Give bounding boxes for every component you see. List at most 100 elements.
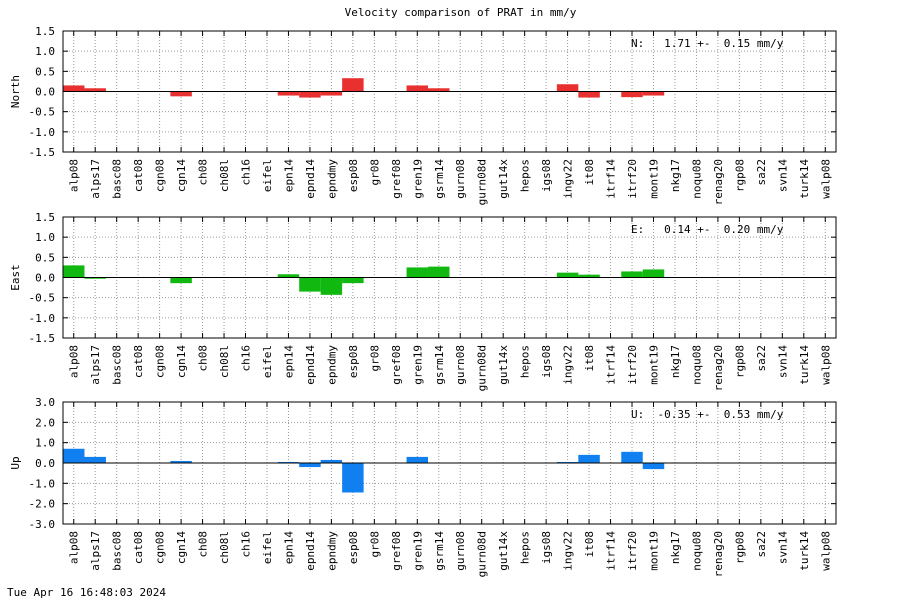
x-tick-label-mont19: mont19 (647, 159, 660, 199)
x-tick-label-epn14: epn14 (282, 345, 295, 378)
x-tick-label-epnd14: epnd14 (304, 159, 317, 199)
x-tick-label-ch16: ch16 (240, 159, 253, 186)
x-tick-label-gurn08: gurn08 (454, 159, 467, 199)
x-tick-label-esp08: esp08 (347, 531, 360, 564)
x-tick-label-walp08: walp08 (819, 345, 832, 385)
x-tick-label-mont19: mont19 (647, 345, 660, 385)
bar-cgn14 (170, 460, 192, 463)
x-tick-label-eifel: eifel (261, 345, 274, 378)
x-tick-label-walp08: walp08 (819, 531, 832, 571)
x-tick-label-noqu08: noqu08 (690, 531, 703, 571)
x-tick-label-esp08: esp08 (347, 345, 360, 378)
x-tick-label-ch08l: ch08l (218, 531, 231, 564)
y-tick-label: -2.0 (29, 498, 56, 511)
x-tick-label-alp08: alp08 (68, 531, 81, 564)
x-tick-label-ch08: ch08 (197, 159, 210, 186)
x-tick-label-gurn08d: gurn08d (476, 531, 489, 577)
x-tick-label-gut14x: gut14x (497, 159, 510, 199)
x-tick-label-igs08: igs08 (540, 159, 553, 192)
bar-cgn14 (170, 277, 192, 284)
x-tick-label-rgp08: rgp08 (733, 159, 746, 192)
bar-cgn14 (170, 91, 192, 97)
bar-alp08 (63, 265, 85, 278)
x-tick-label-ch08: ch08 (197, 531, 210, 558)
x-tick-label-hepos: hepos (519, 159, 532, 192)
bar-itrf20 (621, 271, 643, 278)
y-axis-label: East (9, 264, 22, 291)
x-tick-label-basc08: basc08 (111, 159, 124, 199)
x-tick-label-hepos: hepos (519, 531, 532, 564)
x-tick-label-gref08: gref08 (390, 345, 403, 385)
x-tick-label-itrf20: itrf20 (626, 531, 639, 571)
x-tick-label-epn14: epn14 (282, 531, 295, 564)
stats-annotation: U: -0.35 +- 0.53 mm/y (631, 408, 784, 421)
x-tick-label-it08: it08 (583, 345, 596, 372)
x-tick-label-ingv22: ingv22 (562, 159, 575, 199)
y-axis-label: Up (9, 456, 22, 469)
x-tick-label-alps17: alps17 (89, 531, 102, 571)
x-tick-label-walp08: walp08 (819, 159, 832, 199)
x-tick-label-basc08: basc08 (111, 345, 124, 385)
x-tick-label-renag20: renag20 (712, 531, 725, 577)
bar-alps17 (84, 88, 106, 92)
x-tick-label-igs08: igs08 (540, 345, 553, 378)
footer-timestamp: Tue Apr 16 16:48:03 2024 (7, 586, 166, 599)
y-tick-label: 1.0 (35, 231, 55, 244)
bar-itrf20 (621, 451, 643, 463)
x-tick-label-gren19: gren19 (411, 159, 424, 199)
bar-esp08 (342, 78, 364, 92)
x-tick-label-nkg17: nkg17 (669, 345, 682, 378)
x-tick-label-cat08: cat08 (132, 159, 145, 192)
bar-it08 (578, 454, 600, 463)
bar-gren19 (406, 456, 429, 463)
x-tick-label-cgn14: cgn14 (175, 531, 188, 564)
y-tick-label: 0.5 (35, 251, 55, 264)
y-tick-label: 1.0 (35, 45, 55, 58)
x-tick-label-igs08: igs08 (540, 531, 553, 564)
x-tick-label-epnd14: epnd14 (304, 531, 317, 571)
x-tick-label-epnd14: epnd14 (304, 345, 317, 385)
y-tick-label: -0.5 (29, 292, 56, 305)
x-tick-label-epndmy: epndmy (325, 159, 338, 199)
x-tick-label-sa22: sa22 (755, 345, 768, 372)
x-tick-label-itrf14: itrf14 (605, 531, 618, 571)
x-tick-label-rgp08: rgp08 (733, 531, 746, 564)
x-tick-label-turk14: turk14 (798, 345, 811, 385)
x-tick-label-epndmy: epndmy (325, 345, 338, 385)
x-tick-label-cgn08: cgn08 (154, 531, 167, 564)
y-tick-label: 0.0 (35, 457, 55, 470)
x-tick-label-turk14: turk14 (798, 531, 811, 571)
y-tick-label: -1.0 (29, 312, 56, 325)
x-tick-label-gut14x: gut14x (497, 531, 510, 571)
x-tick-label-ch08l: ch08l (218, 345, 231, 378)
x-tick-label-basc08: basc08 (111, 531, 124, 571)
bar-epn14 (277, 461, 300, 463)
bar-ingv22 (556, 84, 579, 92)
bar-gren19 (406, 85, 429, 92)
x-tick-label-alp08: alp08 (68, 345, 81, 378)
bar-epndmy (320, 277, 343, 295)
y-tick-label: -0.5 (29, 106, 56, 119)
y-tick-label: 2.0 (35, 416, 55, 429)
bar-it08 (578, 274, 600, 278)
x-tick-label-cgn08: cgn08 (154, 159, 167, 192)
y-tick-label: -1.0 (29, 477, 56, 490)
y-tick-label: 0.0 (35, 272, 55, 285)
bar-epndmy (320, 91, 343, 96)
x-tick-label-itrf20: itrf20 (626, 159, 639, 199)
bar-mont19 (642, 463, 665, 470)
x-tick-label-nkg17: nkg17 (669, 159, 682, 192)
x-tick-label-it08: it08 (583, 531, 596, 558)
y-axis-label: North (9, 75, 22, 108)
x-tick-label-ch16: ch16 (240, 531, 253, 558)
x-tick-label-sa22: sa22 (755, 531, 768, 558)
x-tick-label-gsrm14: gsrm14 (433, 531, 446, 571)
x-tick-label-gsrm14: gsrm14 (433, 159, 446, 199)
bar-gren19 (406, 267, 429, 278)
bar-alp08 (63, 448, 85, 463)
x-tick-label-gr08: gr08 (368, 531, 381, 558)
bar-itrf20 (621, 91, 643, 98)
bar-esp08 (342, 277, 364, 284)
x-tick-label-gref08: gref08 (390, 531, 403, 571)
